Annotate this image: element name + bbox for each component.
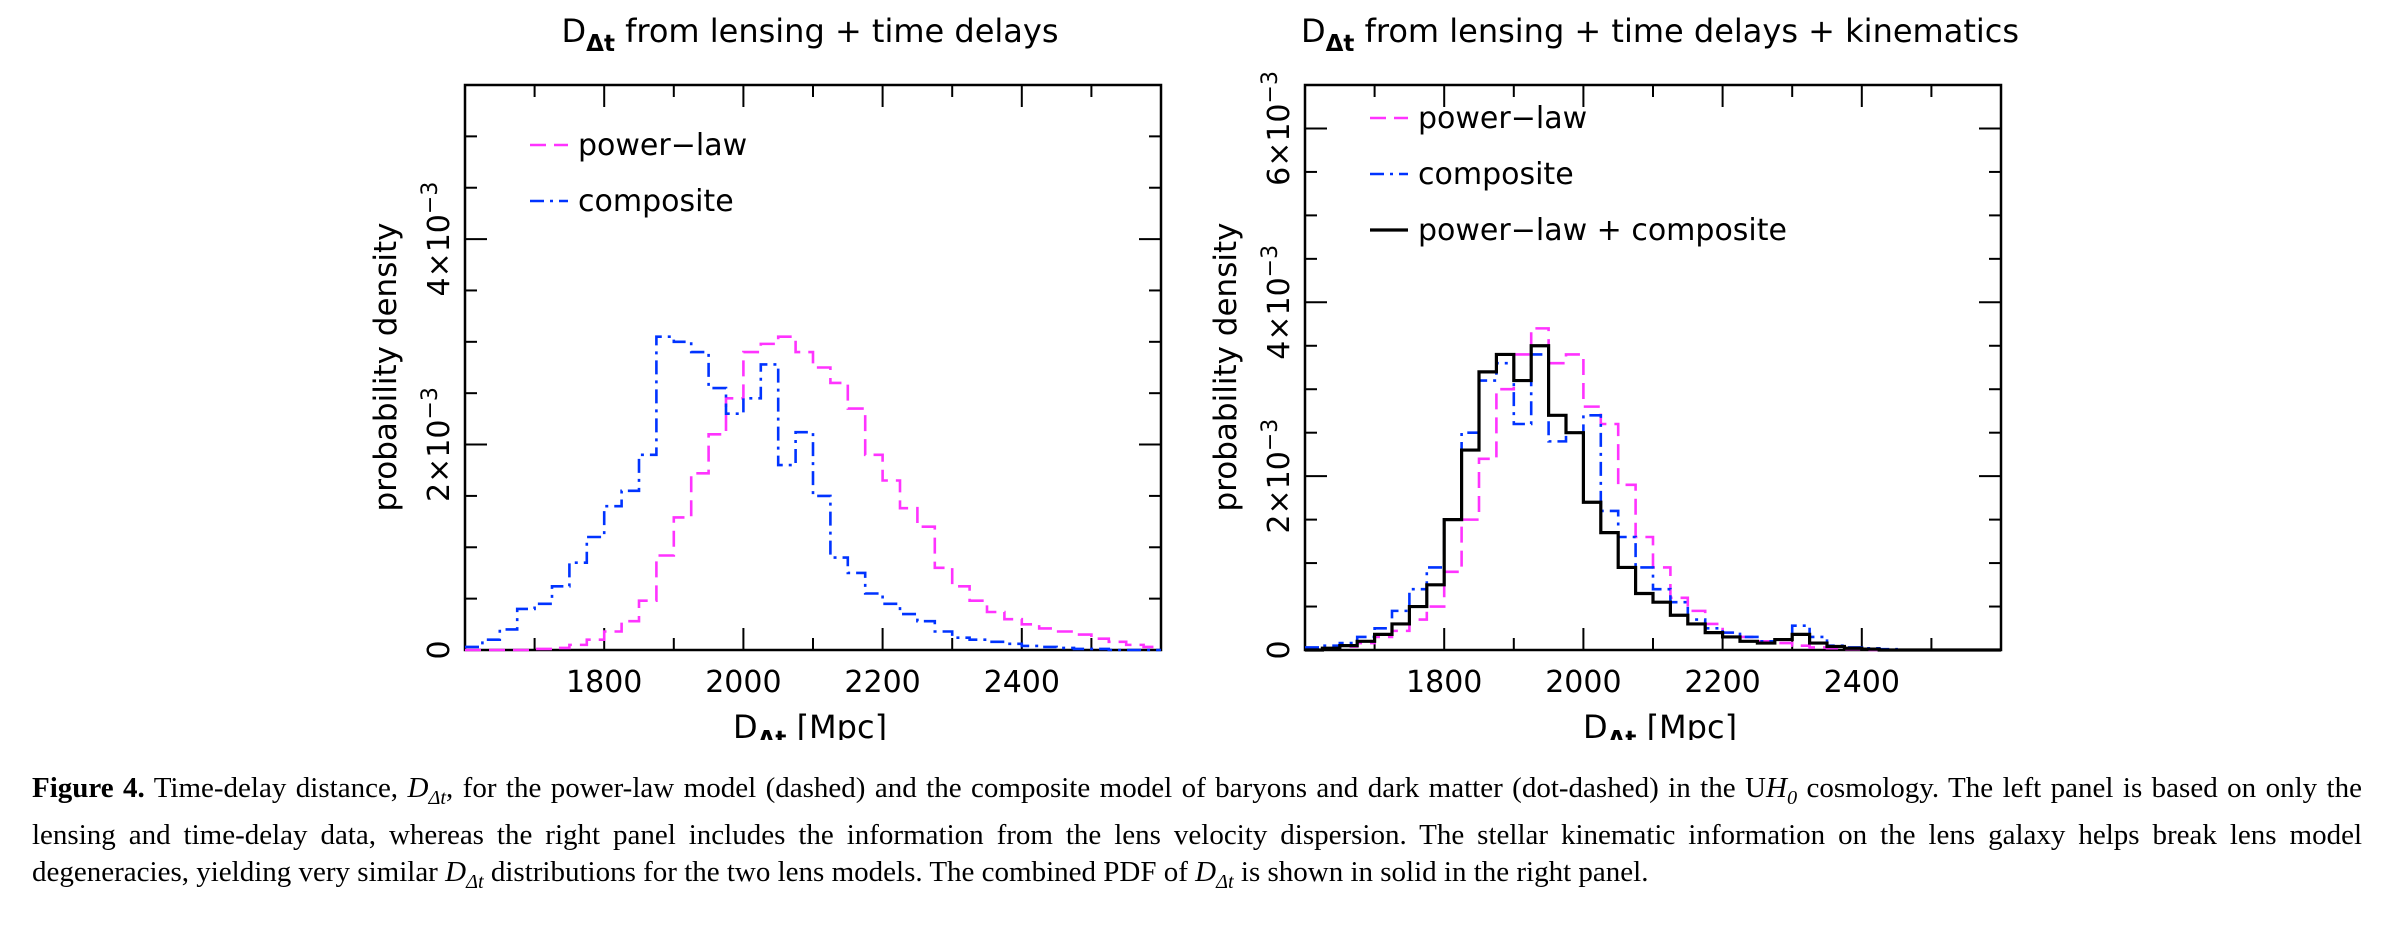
- x-tick-label: 1800: [566, 665, 642, 700]
- figure: DΔt from lensing + time delays 1800 2000 2…: [368, 12, 2019, 740]
- left-panel-title: DΔt from lensing + time delays: [562, 12, 1059, 57]
- y-tick-label: 4×10−3: [1258, 245, 1297, 360]
- series-solid: [1305, 344, 2001, 652]
- caption-text-4: distributions for the two lens models. T…: [483, 855, 1196, 888]
- left-y-ticks: 0 2×10−3 4×10−3: [418, 135, 1161, 660]
- left-panel: DΔt from lensing + time delays 1800 2000 2…: [368, 12, 1163, 740]
- x-tick-label: 2200: [844, 665, 920, 700]
- y-tick-label: 4×10−3: [418, 182, 457, 297]
- y-tick-label: 2×10−3: [418, 387, 457, 502]
- right-x-ticks: 1800 2000 2200 2400: [1373, 85, 1933, 700]
- left-x-ticks: 1800 2000 2200 2400: [533, 85, 1093, 700]
- y-tick-label: 6×10−3: [1258, 71, 1297, 186]
- y-tick-label: 2×10−3: [1258, 419, 1297, 534]
- y-tick-label: 0: [422, 640, 457, 659]
- caption-text-2: , for the power-law model (dashed) and t…: [446, 772, 1766, 804]
- series-dot-dashed: [465, 335, 1161, 652]
- legend-label: composite: [578, 184, 734, 219]
- legend-label: power−law: [578, 128, 747, 163]
- y-tick-label: 0: [1262, 640, 1297, 659]
- caption-label: Figure 4.: [32, 772, 145, 804]
- legend-label: composite: [1418, 157, 1574, 192]
- caption-symbol: DΔt: [1195, 855, 1234, 893]
- x-tick-label: 2200: [1684, 665, 1760, 700]
- legend-label: power−law: [1418, 101, 1587, 136]
- right-series: [1305, 327, 2001, 652]
- caption-text-5: is shown in solid in the right panel.: [1233, 855, 1649, 888]
- x-tick-label: 2000: [705, 665, 781, 700]
- right-y-ticks: 0 2×10−3 4×10−3 6×10−3: [1258, 71, 2001, 660]
- right-panel: DΔt from lensing + time delays + kinemat…: [1208, 12, 2019, 740]
- series-dashed: [465, 335, 1161, 652]
- caption-symbol: DΔt: [445, 855, 484, 893]
- x-tick-label: 2400: [984, 665, 1060, 700]
- right-x-axis-label: DΔt [Mpc]: [1583, 708, 1737, 740]
- left-series: [465, 335, 1161, 652]
- figure-caption: Figure 4. Time-delay distance, DΔt, for …: [32, 770, 2362, 901]
- right-panel-title: DΔt from lensing + time delays + kinemat…: [1301, 12, 2019, 57]
- caption-text-1: Time-delay distance,: [144, 772, 408, 804]
- left-x-axis-label: DΔt [Mpc]: [733, 708, 887, 740]
- right-legend: power−law composite power−law + composite: [1370, 101, 1787, 248]
- x-tick-label: 2400: [1824, 665, 1900, 700]
- x-tick-label: 2000: [1545, 665, 1621, 700]
- right-y-axis-label: probability density: [1208, 223, 1244, 512]
- left-legend: power−law composite: [530, 128, 747, 219]
- caption-hubble: H0: [1765, 772, 1798, 809]
- series-dot-dashed: [1305, 353, 2001, 652]
- caption-text-3: cosmology. The left panel is based on on…: [32, 772, 2362, 888]
- legend-label: power−law + composite: [1418, 213, 1787, 248]
- x-tick-label: 1800: [1406, 665, 1482, 700]
- left-y-axis-label: probability density: [368, 223, 404, 512]
- caption-symbol: DΔt: [407, 772, 447, 809]
